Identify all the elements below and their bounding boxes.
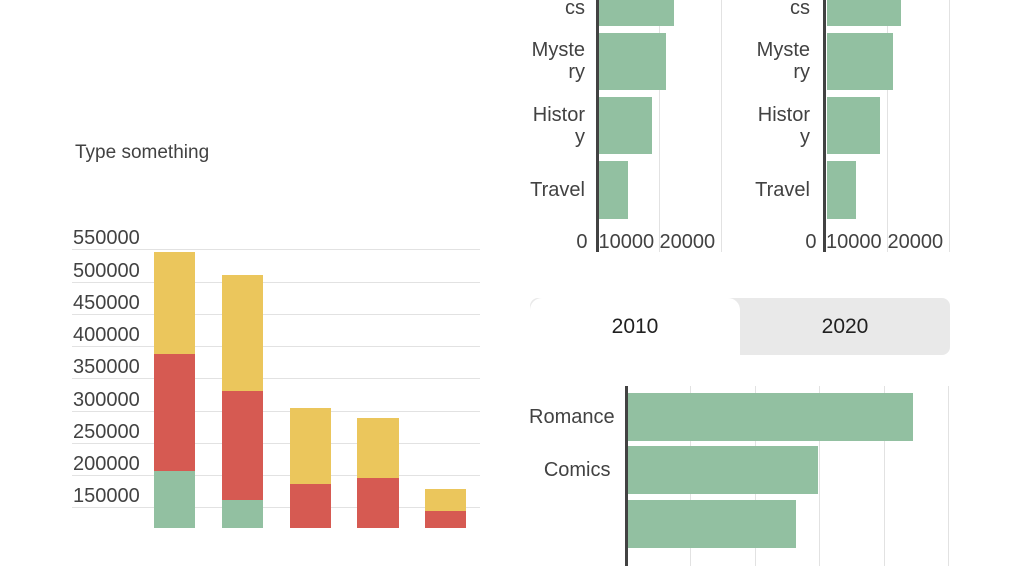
gridline <box>883 386 885 566</box>
h-bar-Comics[interactable] <box>826 0 902 26</box>
h-bar-Mystery[interactable] <box>599 32 666 90</box>
category-label: Comics <box>543 459 611 482</box>
gridline <box>72 313 480 315</box>
category-label: Comics <box>790 0 810 19</box>
gridline <box>72 249 480 251</box>
text-box-placeholder[interactable]: Type something <box>75 142 210 163</box>
tab-2020[interactable]: 2020 <box>740 298 950 355</box>
y-axis-tick-label: 200000 <box>73 453 140 476</box>
gridline <box>72 442 480 444</box>
category-label: Myste ry <box>531 39 585 84</box>
report-canvas: Type something 550000 500000 450000 400000 3… <box>72 0 972 566</box>
gridline <box>949 0 951 252</box>
category-label: Travel <box>755 178 810 201</box>
y-axis-tick-label: 250000 <box>73 420 140 443</box>
tabbed-genre-bar-chart: Romance Comics <box>529 386 950 566</box>
y-axis-tick-label: 300000 <box>73 388 140 411</box>
x-axis-tick-label: 10000 <box>826 231 882 253</box>
y-axis-tick-label: 350000 <box>73 356 140 379</box>
gridline <box>819 386 821 566</box>
stacked-bar-segment-yellow[interactable] <box>424 489 466 512</box>
gridline <box>72 410 480 412</box>
category-label: Histor y <box>532 103 585 148</box>
y-axis-tick-label: 550000 <box>73 227 140 250</box>
stacked-bar-segment-red[interactable] <box>153 354 195 471</box>
stacked-bar-segment-green[interactable] <box>221 499 263 528</box>
tab-2010-label: 2010 <box>611 315 659 338</box>
gridline <box>72 346 480 348</box>
gridline <box>72 378 480 380</box>
h-bar-unlabeled[interactable] <box>628 500 797 548</box>
gridline <box>72 281 480 283</box>
gridline <box>886 0 888 252</box>
stacked-bar-segment-yellow[interactable] <box>357 418 399 479</box>
x-axis-tick-label: 20000 <box>659 231 716 253</box>
h-bar-History[interactable] <box>826 96 880 155</box>
axis-baseline <box>823 0 826 252</box>
h-bar-History[interactable] <box>599 96 652 155</box>
stacked-bar-segment-yellow[interactable] <box>221 274 263 391</box>
h-bar-Romance[interactable] <box>628 392 913 441</box>
gridline <box>72 475 480 477</box>
x-axis-tick-label: 20000 <box>887 231 944 253</box>
y-axis-tick-label: 150000 <box>73 485 140 508</box>
stacked-column-chart: 550000 500000 450000 400000 350000 300000 2500… <box>72 227 480 528</box>
y-axis-tick-label: 500000 <box>73 259 140 282</box>
category-label: Myste ry <box>756 39 810 84</box>
h-bar-Comics[interactable] <box>599 0 674 26</box>
y-axis-tick-label: 450000 <box>73 291 140 314</box>
gridline <box>72 507 480 509</box>
category-label: Romance <box>529 405 615 428</box>
stacked-bar-segment-yellow[interactable] <box>153 251 195 355</box>
h-bar-Travel[interactable] <box>826 161 856 219</box>
h-bar-Travel[interactable] <box>599 161 628 219</box>
stacked-bar-segment-red[interactable] <box>424 511 466 528</box>
category-label: Comics <box>565 0 585 19</box>
axis-baseline <box>595 0 599 252</box>
category-label: Histor y <box>757 103 810 148</box>
stacked-bar-segment-red[interactable] <box>357 478 399 528</box>
stacked-bar-segment-red[interactable] <box>221 390 263 500</box>
tab-2010[interactable]: 2010 <box>530 298 740 355</box>
x-axis-tick-label: 0 <box>805 231 817 253</box>
y-axis-tick-label: 400000 <box>73 324 140 347</box>
gridline <box>948 386 949 566</box>
gridline <box>658 0 660 252</box>
x-axis-tick-label: 0 <box>576 231 588 253</box>
h-bar-Comics[interactable] <box>628 446 819 495</box>
axis-baseline <box>624 386 628 566</box>
stacked-bar-segment-red[interactable] <box>289 483 331 528</box>
stacked-bar-segment-green[interactable] <box>153 470 195 528</box>
x-axis-tick-label: 10000 <box>598 231 655 253</box>
gridline <box>721 0 722 252</box>
stacked-bar-segment-yellow[interactable] <box>289 408 331 484</box>
tab-2020-label: 2020 <box>821 315 869 338</box>
tab-bar: 2010 2020 <box>530 298 950 355</box>
h-bar-Mystery[interactable] <box>826 32 894 90</box>
category-label: Travel <box>530 178 585 201</box>
